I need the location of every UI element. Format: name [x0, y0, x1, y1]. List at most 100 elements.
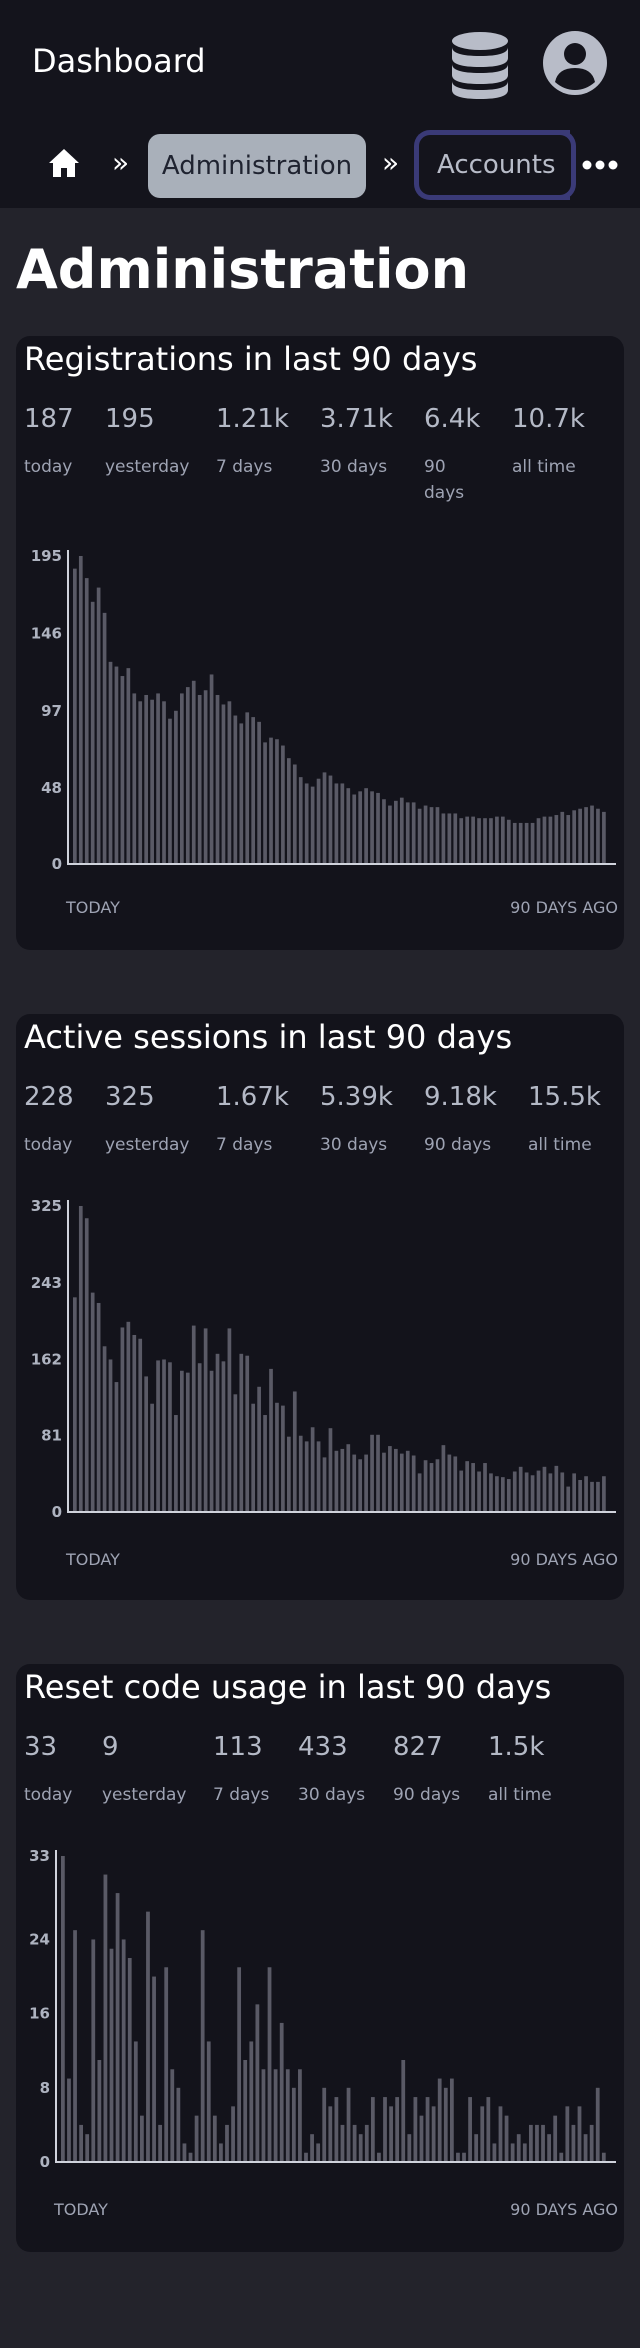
bar	[61, 1856, 65, 2162]
stat-yesterday: 9 yesterday	[102, 1732, 186, 1808]
bar	[453, 1456, 458, 1512]
x-axis-label-90-days-ago: 90 DAYS AGO	[510, 898, 618, 917]
bar	[541, 2124, 545, 2162]
bar	[566, 815, 571, 864]
bar	[596, 808, 600, 864]
bar	[197, 1363, 202, 1512]
stat-value: 433	[298, 1732, 348, 1762]
bar	[388, 1446, 392, 1512]
bar	[399, 1453, 404, 1512]
bar	[291, 2087, 296, 2162]
database-icon[interactable]	[448, 30, 512, 100]
bar	[67, 2078, 71, 2162]
bar	[245, 1355, 250, 1512]
bar	[102, 612, 107, 864]
bar	[162, 1359, 166, 1512]
y-tick-label: 33	[29, 1847, 50, 1865]
bar	[138, 1338, 143, 1512]
stat-label: 90 days	[393, 1785, 461, 1805]
bar	[115, 1893, 120, 2162]
bar	[559, 2152, 564, 2162]
bar	[465, 816, 470, 864]
bar	[304, 1441, 309, 1512]
x-axis-label-90-days-ago: 90 DAYS AGO	[510, 2200, 618, 2219]
bar	[73, 568, 77, 864]
bar	[239, 723, 244, 864]
bar	[423, 805, 428, 864]
bar	[96, 1302, 101, 1512]
bar	[215, 1353, 220, 1512]
bar-chart: 0 8 16 24 33	[29, 1847, 616, 2171]
bar	[477, 1471, 481, 1512]
bar	[346, 2087, 351, 2162]
x-axis-label-today: TODAY	[66, 1550, 120, 1569]
home-icon[interactable]	[48, 148, 80, 178]
bar	[456, 2152, 460, 2162]
bar	[328, 1428, 333, 1512]
bar	[237, 1967, 242, 2162]
stat-value: 1.21k	[216, 404, 289, 434]
bar	[358, 1459, 363, 1512]
bar	[328, 775, 333, 864]
bar	[263, 742, 267, 864]
registrations-card: Registrations in last 90 days 187 today …	[16, 336, 624, 950]
stat-label: 7 days	[213, 1785, 270, 1805]
stat-value: 1.67k	[216, 1082, 289, 1112]
y-tick-label: 195	[31, 547, 62, 565]
bar	[85, 2134, 90, 2162]
bar	[233, 1394, 238, 1512]
bar	[114, 1382, 119, 1512]
bar	[152, 1976, 156, 2162]
app-title[interactable]: Dashboard	[32, 42, 206, 80]
bar	[221, 704, 226, 864]
stat-label: today	[24, 457, 73, 477]
more-horizontal-icon[interactable]	[582, 160, 618, 170]
bar	[489, 818, 493, 864]
y-tick-label: 97	[41, 702, 62, 720]
bar	[553, 2115, 558, 2162]
bar	[419, 2115, 424, 2162]
bar	[97, 2060, 102, 2162]
bar	[449, 2078, 454, 2162]
y-tick-label: 0	[40, 2153, 50, 2171]
stat-label: yesterday	[105, 457, 190, 477]
bar	[245, 712, 250, 864]
breadcrumb-administration[interactable]: Administration	[148, 134, 366, 198]
y-tick-label: 325	[31, 1197, 62, 1215]
bar	[156, 693, 160, 864]
bar	[221, 1361, 226, 1512]
bar	[340, 1448, 345, 1512]
bar	[150, 699, 154, 864]
bar	[595, 2087, 600, 2162]
bar	[548, 816, 553, 864]
bar	[279, 2022, 284, 2162]
y-tick-label: 243	[31, 1274, 62, 1292]
bar	[358, 2134, 363, 2162]
bar	[182, 2143, 187, 2162]
bar	[583, 2134, 588, 2162]
bar	[441, 1445, 446, 1512]
bar	[395, 2097, 400, 2162]
bar	[566, 1486, 571, 1512]
bar	[298, 2069, 302, 2162]
bar	[316, 2143, 321, 2162]
stat-value: 9.18k	[424, 1082, 497, 1112]
bar	[417, 808, 422, 864]
bar	[492, 2143, 497, 2162]
breadcrumb-accounts[interactable]: Accounts	[414, 130, 576, 200]
bar	[185, 687, 190, 864]
bar	[554, 1465, 559, 1512]
bar	[174, 710, 178, 864]
bar	[185, 1372, 190, 1512]
stat-7-days: 1.21k 7 days	[216, 404, 289, 480]
stat-label: 30 days	[320, 457, 388, 477]
stat-value: 9	[102, 1732, 119, 1762]
bar	[554, 815, 559, 864]
bar	[91, 1939, 96, 2162]
user-circle-icon[interactable]	[542, 30, 608, 96]
bar	[90, 601, 95, 864]
bar	[405, 1450, 410, 1512]
stat-label: 30 days	[320, 1135, 388, 1155]
bar	[156, 1360, 160, 1512]
bar	[120, 1327, 125, 1512]
